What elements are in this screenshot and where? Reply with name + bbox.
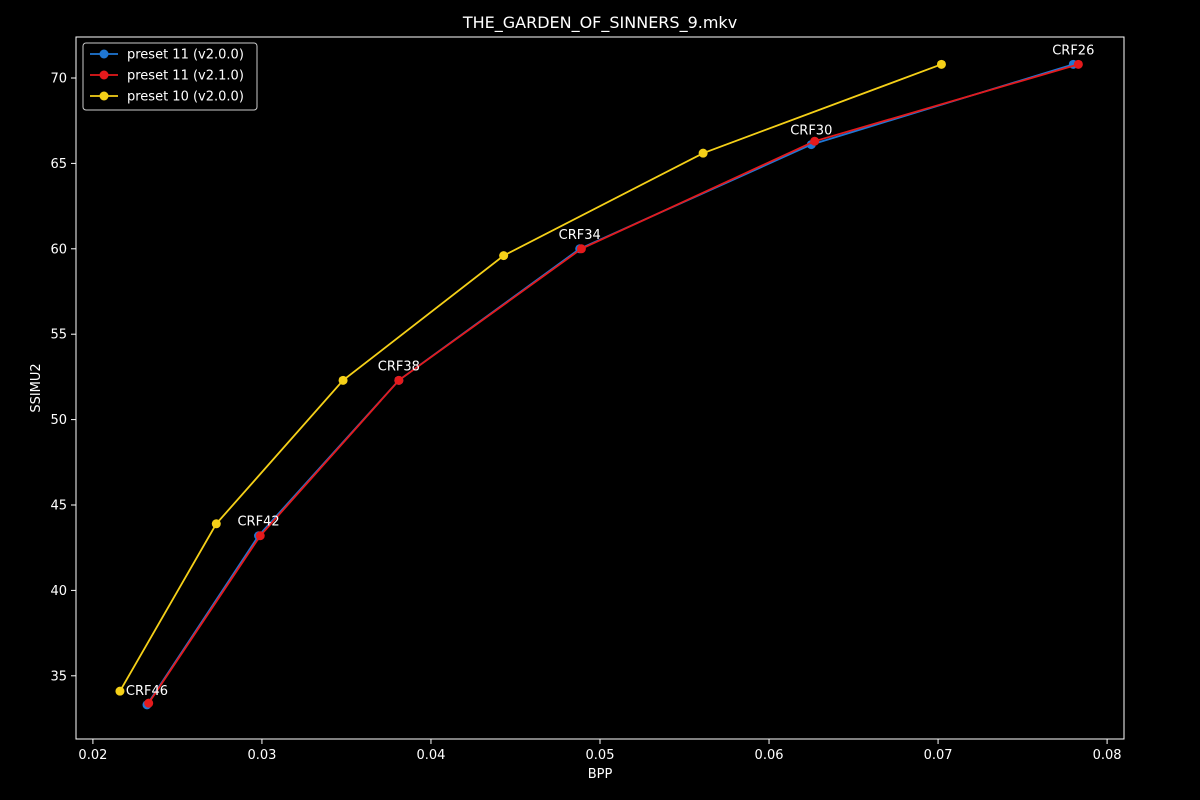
series-3-point — [936, 59, 946, 69]
y-axis: 35 40 45 50 55 60 65 70 — [50, 71, 76, 684]
crf-annotation: CRF30 — [790, 124, 832, 139]
series-3-point — [499, 251, 509, 261]
series-2-point — [576, 244, 586, 254]
series-3-point — [698, 148, 708, 158]
series-line-3 — [119, 63, 942, 692]
legend-box — [82, 42, 258, 111]
series-3-point — [115, 686, 125, 696]
x-tick-label: 0.07 — [924, 748, 953, 763]
x-tick-label: 0.03 — [247, 748, 276, 763]
y-tick-label: 70 — [50, 71, 67, 86]
series-2-point — [394, 375, 404, 385]
y-tick-label: 55 — [50, 328, 67, 343]
series-line-2 — [147, 63, 1079, 704]
x-axis-label: BPP — [588, 767, 613, 782]
series-3-point — [211, 519, 221, 529]
x-tick-label: 0.05 — [586, 748, 615, 763]
x-tick-label: 0.06 — [755, 748, 784, 763]
y-axis-label: SSIMU2 — [29, 363, 44, 412]
x-axis: 0.02 0.03 0.04 0.05 0.06 0.07 0.08 — [78, 739, 1122, 763]
legend-marker-3 — [99, 91, 109, 101]
crf-annotation: CRF34 — [559, 228, 601, 243]
x-tick-label: 0.02 — [78, 748, 107, 763]
crf-annotation: CRF26 — [1052, 43, 1094, 58]
y-tick-label: 50 — [50, 413, 67, 428]
y-tick-label: 65 — [50, 157, 67, 172]
series-2-point — [255, 531, 265, 541]
x-tick-label: 0.04 — [416, 748, 445, 763]
legend-label-1: preset 11 (v2.0.0) — [127, 48, 244, 63]
legend-label-3: preset 10 (v2.0.0) — [127, 90, 244, 105]
series-2-point — [144, 698, 154, 708]
legend-marker-1 — [99, 49, 109, 59]
series-2-point — [810, 136, 820, 146]
series-line-1 — [146, 63, 1074, 706]
y-tick-label: 60 — [50, 242, 67, 257]
legend-marker-2 — [99, 70, 109, 80]
series-3-point — [338, 375, 348, 385]
series-2-point — [1073, 59, 1083, 69]
legend-label-2: preset 11 (v2.1.0) — [127, 69, 244, 84]
x-tick-label: 0.08 — [1093, 748, 1122, 763]
crf-annotation: CRF46 — [126, 684, 168, 699]
annotations: CRF46 CRF42 CRF38 CRF34 CRF30 CRF26 — [126, 43, 1094, 699]
series-layer — [115, 59, 1083, 710]
crf-annotation: CRF42 — [237, 515, 279, 530]
y-tick-label: 45 — [50, 499, 67, 514]
chart-title: THE_GARDEN_OF_SINNERS_9.mkv — [462, 13, 737, 33]
y-tick-label: 35 — [50, 669, 67, 684]
crf-annotation: CRF38 — [378, 359, 420, 374]
plot-area — [75, 36, 1125, 740]
legend: preset 11 (v2.0.0) preset 11 (v2.1.0) pres… — [82, 42, 258, 111]
y-tick-label: 40 — [50, 584, 67, 599]
